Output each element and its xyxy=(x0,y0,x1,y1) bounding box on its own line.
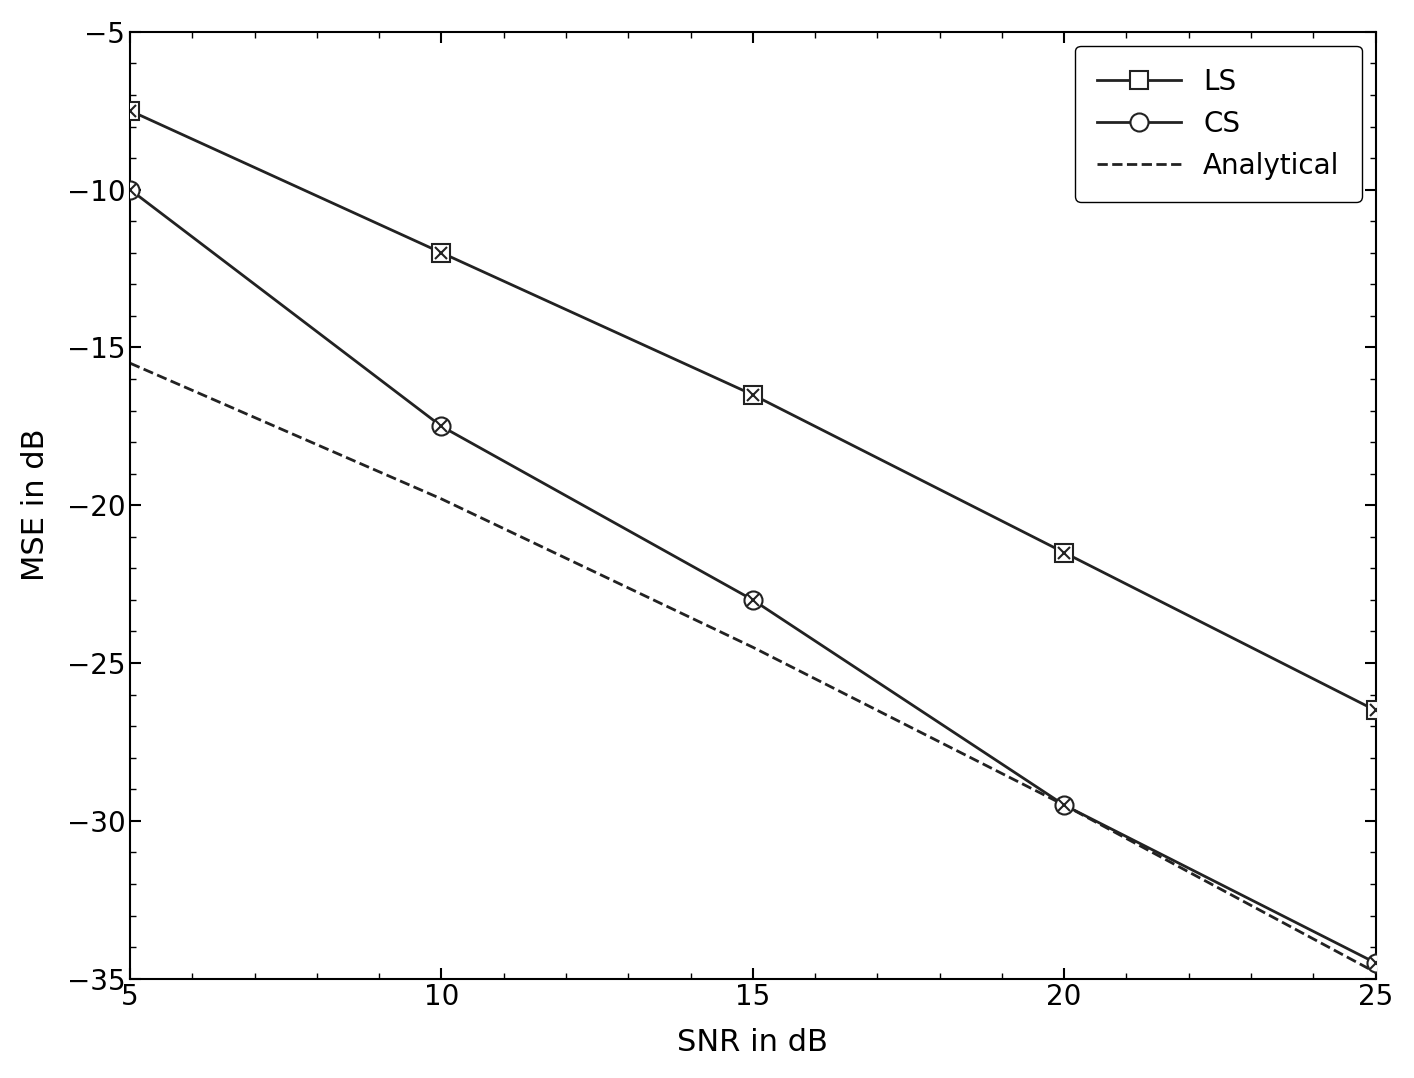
Legend: LS, CS, Analytical: LS, CS, Analytical xyxy=(1075,45,1362,202)
X-axis label: SNR in dB: SNR in dB xyxy=(677,1028,829,1058)
Y-axis label: MSE in dB: MSE in dB xyxy=(21,429,49,581)
